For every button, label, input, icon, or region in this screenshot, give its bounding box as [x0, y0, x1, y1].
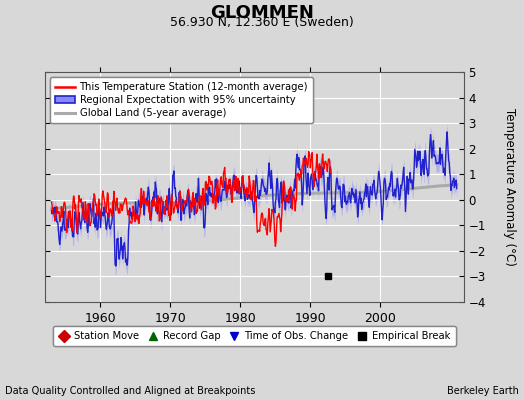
- Legend: Station Move, Record Gap, Time of Obs. Change, Empirical Break: Station Move, Record Gap, Time of Obs. C…: [52, 326, 456, 346]
- Text: 56.930 N, 12.360 E (Sweden): 56.930 N, 12.360 E (Sweden): [170, 16, 354, 29]
- Text: Data Quality Controlled and Aligned at Breakpoints: Data Quality Controlled and Aligned at B…: [5, 386, 256, 396]
- Legend: This Temperature Station (12-month average), Regional Expectation with 95% uncer: This Temperature Station (12-month avera…: [50, 77, 313, 123]
- Y-axis label: Temperature Anomaly (°C): Temperature Anomaly (°C): [503, 108, 516, 266]
- Text: Berkeley Earth: Berkeley Earth: [447, 386, 519, 396]
- Text: GLOMMEN: GLOMMEN: [210, 4, 314, 22]
